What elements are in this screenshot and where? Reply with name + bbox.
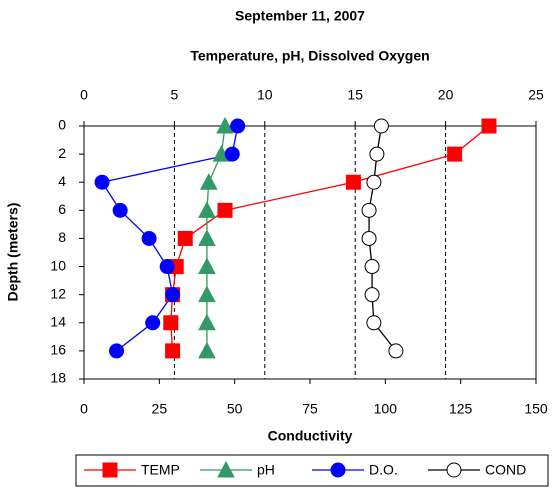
y-tick-label: 18 bbox=[50, 370, 66, 386]
data-point bbox=[145, 315, 161, 331]
x2-tick-label: 125 bbox=[449, 401, 473, 417]
data-point bbox=[94, 174, 110, 190]
data-point bbox=[198, 313, 216, 331]
data-point bbox=[112, 202, 128, 218]
data-point bbox=[364, 287, 380, 303]
y-tick-label: 16 bbox=[50, 342, 66, 358]
data-point bbox=[165, 287, 181, 303]
data-point bbox=[199, 173, 218, 190]
legend-marker bbox=[102, 462, 118, 478]
data-point bbox=[177, 230, 193, 246]
data-point bbox=[198, 257, 216, 275]
legend-marker bbox=[446, 462, 462, 478]
x2-tick-label: 50 bbox=[227, 401, 243, 417]
legend-label: TEMP bbox=[141, 462, 180, 478]
plot-frame bbox=[83, 125, 537, 380]
x-axis-title: Temperature, pH, Dissolved Oxygen bbox=[190, 48, 429, 64]
x-tick-label: 25 bbox=[528, 87, 544, 103]
x2-tick-label: 75 bbox=[302, 401, 318, 417]
x-tick-label: 15 bbox=[347, 87, 363, 103]
legend-label: pH bbox=[257, 462, 275, 478]
y-tick-label: 14 bbox=[50, 313, 66, 329]
y-tick-label: 8 bbox=[58, 229, 66, 245]
data-point bbox=[224, 146, 240, 162]
x2-tick-label: 0 bbox=[80, 401, 88, 417]
data-point bbox=[373, 118, 389, 134]
x-tick-label: 20 bbox=[438, 87, 454, 103]
x-tick-label: 10 bbox=[257, 87, 273, 103]
data-point bbox=[109, 343, 125, 359]
data-point bbox=[165, 343, 181, 359]
x2-axis-title: Conductivity bbox=[268, 428, 353, 444]
legend-label: D.O. bbox=[369, 462, 398, 478]
data-point bbox=[141, 230, 157, 246]
y-tick-label: 10 bbox=[50, 257, 66, 273]
data-point bbox=[361, 202, 377, 218]
data-point bbox=[345, 174, 361, 190]
y-tick-label: 0 bbox=[58, 117, 66, 133]
data-point bbox=[366, 174, 382, 190]
data-point bbox=[230, 118, 246, 134]
x-tick-label: 5 bbox=[171, 87, 179, 103]
data-point bbox=[217, 202, 233, 218]
data-point bbox=[481, 118, 497, 134]
data-point bbox=[163, 315, 179, 331]
y-tick-label: 2 bbox=[58, 145, 66, 161]
y-tick-label: 4 bbox=[58, 173, 66, 189]
data-point bbox=[216, 116, 234, 134]
legend-marker bbox=[330, 462, 346, 478]
data-point bbox=[198, 229, 216, 246]
data-point bbox=[159, 259, 175, 275]
x2-tick-label: 150 bbox=[524, 401, 548, 417]
chart-title: September 11, 2007 bbox=[235, 8, 365, 24]
data-point bbox=[447, 146, 463, 162]
data-point bbox=[366, 315, 382, 331]
data-point bbox=[198, 341, 216, 359]
y-axis-title: Depth (meters) bbox=[5, 203, 21, 302]
data-point bbox=[369, 146, 385, 162]
legend-marker bbox=[217, 460, 235, 478]
data-point bbox=[198, 285, 216, 303]
legend-label: COND bbox=[485, 462, 526, 478]
y-tick-label: 12 bbox=[50, 285, 66, 301]
x2-tick-label: 25 bbox=[152, 401, 168, 417]
x-tick-label: 0 bbox=[80, 87, 88, 103]
data-point bbox=[361, 230, 377, 246]
data-point bbox=[388, 343, 404, 359]
data-point bbox=[364, 259, 380, 275]
data-point bbox=[198, 201, 216, 218]
x2-tick-label: 100 bbox=[374, 401, 398, 417]
y-tick-label: 6 bbox=[58, 201, 66, 217]
